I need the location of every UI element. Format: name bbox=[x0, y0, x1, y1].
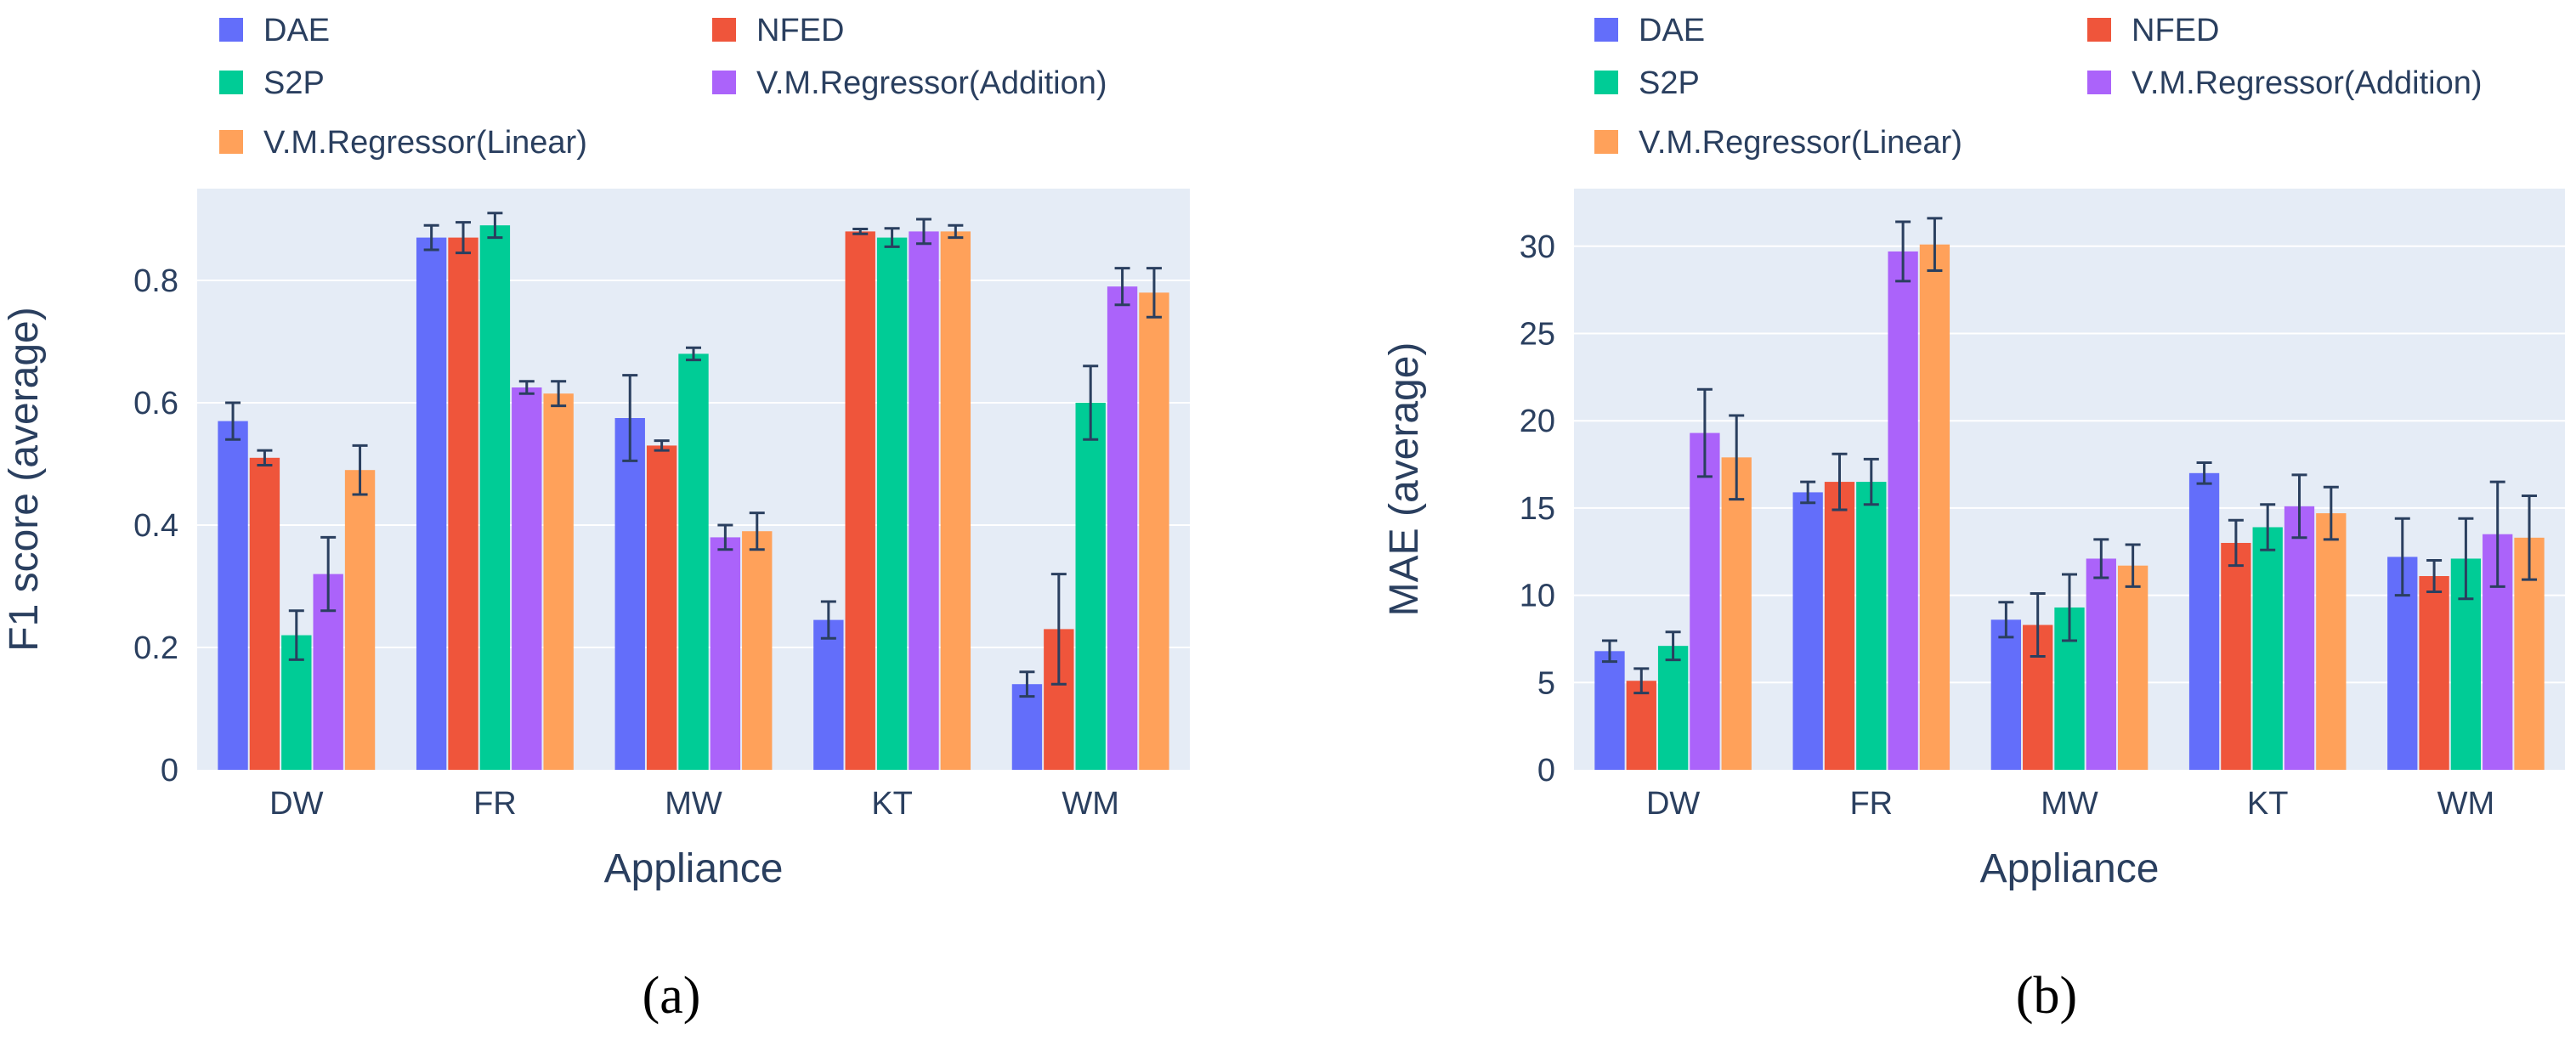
bar-dae-mw bbox=[614, 418, 645, 770]
bar-dae-wm bbox=[1011, 684, 1043, 770]
y-tick-label: 10 bbox=[1520, 579, 1555, 614]
bar-v-m-regressor-linear--mw bbox=[2117, 565, 2149, 770]
y-axis-title: F1 score (average) bbox=[2, 307, 47, 652]
bar-dae-fr bbox=[1792, 492, 1823, 770]
bar-v-m-regressor-addition--kt bbox=[909, 231, 939, 770]
x-axis-title: Appliance bbox=[1980, 846, 2160, 891]
legend-swatch bbox=[712, 18, 736, 42]
panel-caption: (b) bbox=[2016, 967, 2077, 1025]
y-tick-label: 5 bbox=[1537, 665, 1555, 701]
legend-swatch bbox=[1594, 18, 1618, 42]
x-tick-label: DW bbox=[1646, 786, 1700, 822]
bar-s2p-kt bbox=[2252, 527, 2283, 770]
panel-caption: (a) bbox=[643, 967, 701, 1025]
legend-swatch bbox=[2087, 18, 2111, 42]
bar-s2p-mw bbox=[678, 353, 709, 770]
y-tick-label: 15 bbox=[1520, 491, 1555, 527]
legend-entry: S2P bbox=[263, 65, 325, 101]
bar-s2p-wm bbox=[1075, 403, 1106, 770]
bar-dae-mw bbox=[1990, 619, 2022, 770]
bar-dae-dw bbox=[218, 421, 248, 770]
bar-v-m-regressor-linear--kt bbox=[2316, 513, 2347, 770]
x-tick-label: KT bbox=[2247, 786, 2289, 822]
bar-s2p-kt bbox=[876, 237, 908, 771]
bar-v-m-regressor-addition--mw bbox=[2086, 558, 2116, 770]
legend-entry: V.M.Regressor(Linear) bbox=[263, 125, 587, 161]
bar-v-m-regressor-linear--wm bbox=[1139, 292, 1169, 770]
bar-nfed-fr bbox=[448, 237, 478, 771]
bar-nfed-mw bbox=[646, 445, 677, 770]
bar-v-m-regressor-linear--dw bbox=[1721, 457, 1752, 770]
bar-v-m-regressor-addition--kt bbox=[2284, 506, 2315, 770]
bar-v-m-regressor-addition--mw bbox=[710, 537, 741, 770]
y-tick-label: 30 bbox=[1520, 229, 1555, 265]
panel-b-mae-chart: 0 5 10 15 20 25 30 DW FR MW KT WM Appliance MAE (aver… bbox=[1382, 13, 2565, 1025]
y-tick-label: 0.8 bbox=[133, 263, 178, 299]
legend-swatch bbox=[712, 71, 736, 94]
y-tick-label: 0 bbox=[161, 753, 178, 788]
legend-entry: V.M.Regressor(Addition) bbox=[2132, 65, 2483, 101]
bar-v-m-regressor-addition--dw bbox=[1690, 432, 1720, 770]
bar-v-m-regressor-linear--fr bbox=[1919, 244, 1950, 770]
bar-s2p-fr bbox=[1856, 482, 1887, 770]
y-tick-label: 0.2 bbox=[133, 630, 178, 666]
legend-entry: NFED bbox=[756, 13, 844, 48]
bar-nfed-fr bbox=[1824, 482, 1855, 770]
legend-swatch bbox=[1594, 130, 1618, 154]
legend-entry: DAE bbox=[1639, 13, 1705, 48]
legend-swatch bbox=[219, 130, 243, 154]
x-tick-label: DW bbox=[269, 786, 323, 822]
bar-v-m-regressor-linear--kt bbox=[940, 231, 971, 770]
x-tick-label: WM bbox=[2437, 786, 2495, 822]
y-tick-label: 20 bbox=[1520, 404, 1555, 439]
bar-v-m-regressor-linear--fr bbox=[543, 393, 574, 770]
bar-nfed-dw bbox=[249, 457, 280, 770]
bar-dae-kt bbox=[2188, 472, 2220, 770]
y-tick-label: 25 bbox=[1520, 316, 1555, 352]
legend-entry: NFED bbox=[2132, 13, 2219, 48]
x-tick-label: FR bbox=[1849, 786, 1893, 822]
y-tick-label: 0.4 bbox=[133, 508, 178, 544]
legend-entry: V.M.Regressor(Linear) bbox=[1639, 125, 1962, 161]
x-tick-label: KT bbox=[871, 786, 913, 822]
legend-swatch bbox=[2087, 71, 2111, 94]
legend-swatch bbox=[1594, 71, 1618, 94]
legend-swatch bbox=[219, 71, 243, 94]
x-tick-label: FR bbox=[473, 786, 517, 822]
bar-nfed-wm bbox=[2419, 576, 2449, 770]
panel-a-f1-score-chart: 0 0.2 0.4 0.6 0.8 DW FR MW KT WM Appliance F1 score… bbox=[2, 13, 1190, 1025]
bar-s2p-dw bbox=[1657, 646, 1689, 770]
x-axis-title: Appliance bbox=[604, 846, 784, 891]
bar-dae-dw bbox=[1594, 651, 1625, 770]
x-tick-label: WM bbox=[1062, 786, 1119, 822]
y-tick-label: 0 bbox=[1537, 753, 1555, 788]
bar-v-m-regressor-linear--dw bbox=[344, 470, 376, 770]
y-tick-label: 0.6 bbox=[133, 386, 178, 421]
bar-nfed-kt bbox=[2221, 542, 2251, 770]
legend-entry: DAE bbox=[263, 13, 330, 48]
bar-dae-fr bbox=[416, 237, 447, 771]
x-tick-label: MW bbox=[2041, 786, 2098, 822]
bar-dae-kt bbox=[813, 619, 844, 770]
x-tick-label: MW bbox=[665, 786, 722, 822]
bar-s2p-fr bbox=[479, 225, 511, 770]
bar-nfed-dw bbox=[1626, 681, 1656, 770]
bar-v-m-regressor-addition--fr bbox=[1888, 251, 1918, 771]
bar-nfed-kt bbox=[845, 231, 875, 770]
bar-v-m-regressor-addition--wm bbox=[1107, 286, 1138, 770]
legend-entry: S2P bbox=[1639, 65, 1700, 101]
y-axis-title: MAE (average) bbox=[1382, 342, 1427, 617]
legend-swatch bbox=[219, 18, 243, 42]
bar-v-m-regressor-linear--mw bbox=[742, 531, 773, 770]
bar-v-m-regressor-addition--fr bbox=[512, 387, 542, 770]
legend-entry: V.M.Regressor(Addition) bbox=[756, 65, 1107, 101]
